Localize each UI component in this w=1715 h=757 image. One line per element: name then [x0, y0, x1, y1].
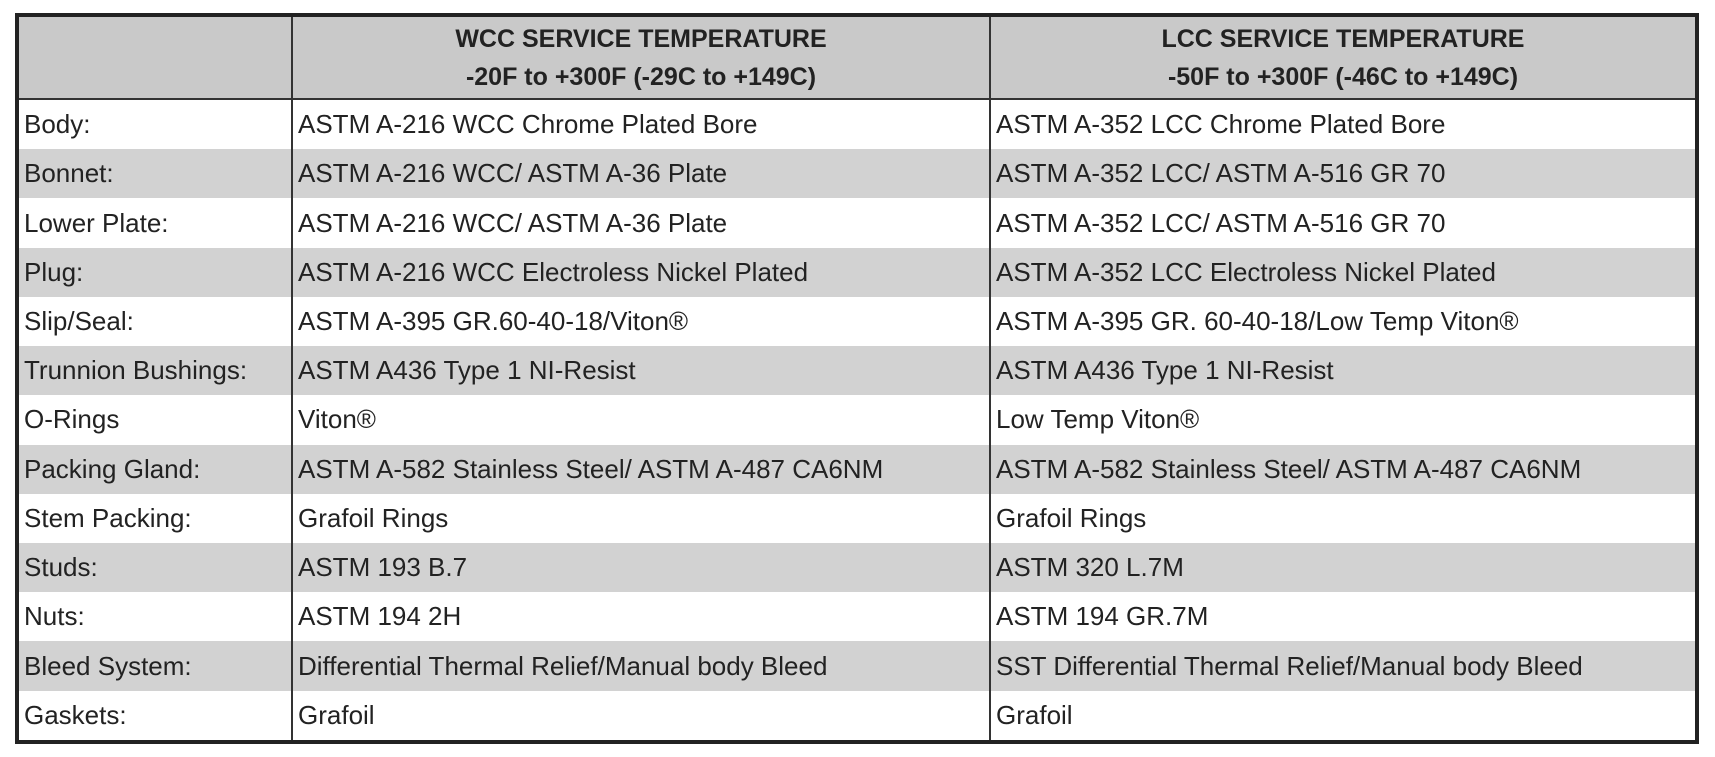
table-row: Bleed System: Differential Thermal Relief… [16, 641, 1698, 691]
spec-table: WCC SERVICE TEMPERATURE -20F to +300F (-… [15, 13, 1699, 744]
row-label: Lower Plate: [16, 198, 293, 248]
row-label: Studs: [16, 542, 293, 593]
cell: ASTM 194 2H [291, 592, 991, 642]
header-title: WCC SERVICE TEMPERATURE [455, 24, 827, 53]
table-row: O-Rings Viton® Low Temp Viton® [16, 395, 1698, 445]
table-row: Body: ASTM A-216 WCC Chrome Plated Bore AS… [16, 99, 1698, 150]
cell: ASTM A-216 WCC Chrome Plated Bore [291, 99, 991, 150]
header-row: WCC SERVICE TEMPERATURE -20F to +300F (-… [16, 14, 1698, 100]
cell: ASTM A-352 LCC Chrome Plated Bore [989, 99, 1698, 150]
cell: ASTM 194 GR.7M [989, 592, 1698, 642]
cell: ASTM A436 Type 1 NI-Resist [989, 346, 1698, 396]
cell: Grafoil [291, 690, 991, 742]
cell: ASTM A-352 LCC/ ASTM A-516 GR 70 [989, 149, 1698, 199]
table-row: Studs: ASTM 193 B.7 ASTM 320 L.7M [16, 542, 1698, 593]
row-label: Slip/Seal: [16, 296, 293, 347]
row-label: Plug: [16, 247, 293, 297]
cell: ASTM A-352 LCC/ ASTM A-516 GR 70 [989, 198, 1698, 248]
header-subtitle: -50F to +300F (-46C to +149C) [1167, 62, 1519, 91]
table-row: Stem Packing: Grafoil Rings Grafoil Rings [16, 493, 1698, 543]
row-label: Body: [16, 99, 293, 150]
cell: ASTM A-582 Stainless Steel/ ASTM A-487 C… [291, 444, 991, 494]
cell: ASTM 193 B.7 [291, 542, 991, 593]
cell: ASTM 320 L.7M [989, 542, 1698, 593]
table-row: Slip/Seal: ASTM A-395 GR.60-40-18/Viton® A… [16, 296, 1698, 347]
cell: ASTM A-582 Stainless Steel/ ASTM A-487 C… [989, 444, 1698, 494]
cell: Grafoil Rings [291, 493, 991, 543]
row-label: Bonnet: [16, 149, 293, 199]
table-body: Body: ASTM A-216 WCC Chrome Plated Bore AS… [16, 99, 1698, 742]
row-label: Packing Gland: [16, 444, 293, 494]
row-label: Gaskets: [16, 690, 293, 742]
table-row: Bonnet: ASTM A-216 WCC/ ASTM A-36 Plate AS… [16, 149, 1698, 199]
cell: ASTM A-395 GR.60-40-18/Viton® [291, 296, 991, 347]
row-label: O-Rings [16, 395, 293, 445]
cell: SST Differential Thermal Relief/Manual b… [989, 641, 1698, 691]
row-label: Stem Packing: [16, 493, 293, 543]
cell: Viton® [291, 395, 991, 445]
cell: Grafoil Rings [989, 493, 1698, 543]
cell: ASTM A-216 WCC Electroless Nickel Plated [291, 247, 991, 297]
header-subtitle: -20F to +300F (-29C to +149C) [465, 62, 817, 91]
row-label: Bleed System: [16, 641, 293, 691]
header-cell: LCC SERVICE TEMPERATURE -50F to +300F (-… [989, 14, 1698, 100]
cell: ASTM A-216 WCC/ ASTM A-36 Plate [291, 198, 991, 248]
row-label: Trunnion Bushings: [16, 346, 293, 396]
header-cell: WCC SERVICE TEMPERATURE -20F to +300F (-… [291, 14, 991, 100]
header-blank [16, 14, 293, 100]
header-title: LCC SERVICE TEMPERATURE [1161, 24, 1525, 53]
row-label: Nuts: [16, 592, 293, 642]
cell: Grafoil [989, 690, 1698, 742]
cell: ASTM A436 Type 1 NI-Resist [291, 346, 991, 396]
cell: Low Temp Viton® [989, 395, 1698, 445]
table-row: Lower Plate: ASTM A-216 WCC/ ASTM A-36 Pl… [16, 198, 1698, 248]
table-row: Gaskets: Grafoil Grafoil [16, 690, 1698, 742]
table-row: Plug: ASTM A-216 WCC Electroless Nickel P… [16, 247, 1698, 297]
cell: ASTM A-395 GR. 60-40-18/Low Temp Viton® [989, 296, 1698, 347]
cell: Differential Thermal Relief/Manual body … [291, 641, 991, 691]
table-row: Trunnion Bushings: ASTM A436 Type 1 NI-Re… [16, 346, 1698, 396]
table-row: Packing Gland: ASTM A-582 Stainless Steel… [16, 444, 1698, 494]
table-row: Nuts: ASTM 194 2H ASTM 194 GR.7M [16, 592, 1698, 642]
cell: ASTM A-216 WCC/ ASTM A-36 Plate [291, 149, 991, 199]
cell: ASTM A-352 LCC Electroless Nickel Plated [989, 247, 1698, 297]
